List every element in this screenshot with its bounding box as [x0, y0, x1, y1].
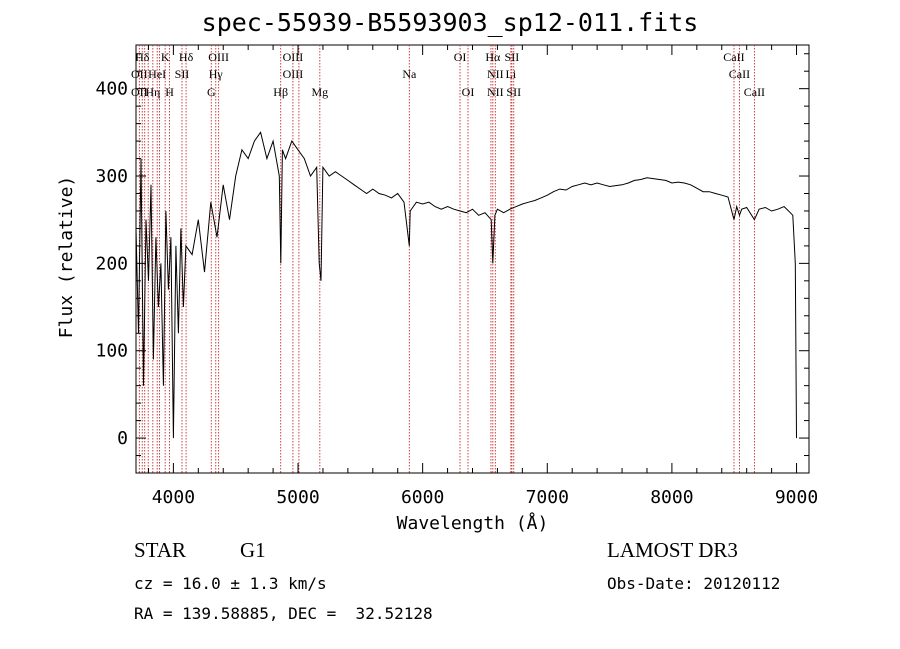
x-tick-label: 5000 [276, 487, 319, 508]
spectral-line-label: CaII [744, 85, 765, 99]
spectral-line-label: OIII [283, 50, 304, 64]
spectral-line-label: Hα [485, 50, 501, 64]
spectral-line-label: OII [131, 85, 148, 99]
spectral-line-label: CaII [723, 50, 744, 64]
y-tick-label: 300 [95, 166, 128, 187]
x-tick-label: 8000 [650, 487, 693, 508]
spectral-line-label: OIII [283, 67, 304, 81]
plot-frame [135, 44, 810, 474]
spectral-line-label: Hδ [135, 50, 150, 64]
redshift-text: cz = 16.0 ± 1.3 km/s [134, 574, 327, 593]
obs-date-text: Obs-Date: 20120112 [607, 574, 781, 593]
x-tick-label: 7000 [526, 487, 569, 508]
spectral-line-label: Hδ [179, 50, 194, 64]
spectral-line-label: Hγ [209, 67, 224, 81]
y-tick-label: 400 [95, 79, 128, 100]
x-tick-label: 4000 [152, 487, 195, 508]
spectral-line-label: HeI [148, 67, 166, 81]
spectral-line-label: Na [402, 67, 417, 81]
spectral-line-label: Hη [145, 85, 160, 99]
y-tick-label: 0 [117, 428, 128, 449]
spectral-line-label: OII [131, 67, 148, 81]
x-tick-label: 6000 [401, 487, 444, 508]
object-class: STAR [134, 538, 186, 562]
coordinates-text: RA = 139.58885, DEC = 32.52128 [134, 604, 433, 623]
object-subclass: G1 [240, 538, 266, 562]
y-tick-label: 200 [95, 253, 128, 274]
spectral-line-label: NII [487, 67, 504, 81]
spectral-line-label: H [165, 85, 174, 99]
spectral-line-label: Hβ [273, 85, 288, 99]
y-axis-label: Flux (relative) [56, 176, 77, 339]
chart-title: spec-55939-B5593903_sp12-011.fits [201, 8, 699, 37]
spectrum-series-line [135, 131, 797, 439]
spectral-line-label: G [207, 85, 216, 99]
y-tick-label: 100 [95, 341, 128, 362]
spectral-line-label: OI [454, 50, 467, 64]
spectral-line-label: SII [175, 67, 190, 81]
spectral-line-label: SII [506, 85, 521, 99]
spectral-line-label: K [161, 50, 170, 64]
spectral-line-label: NII [487, 85, 504, 99]
spectral-line-label: OI [462, 85, 475, 99]
spectral-line-label: Mg [311, 85, 328, 99]
spectral-line-label: Li [506, 67, 517, 81]
x-axis-label: Wavelength (Å) [397, 512, 549, 534]
spectral-line-label: OIII [208, 50, 229, 64]
spectral-line-label: SII [505, 50, 520, 64]
survey-name: LAMOST DR3 [607, 538, 738, 562]
spectral-line-label: CaII [729, 67, 750, 81]
x-tick-label: 9000 [775, 487, 818, 508]
